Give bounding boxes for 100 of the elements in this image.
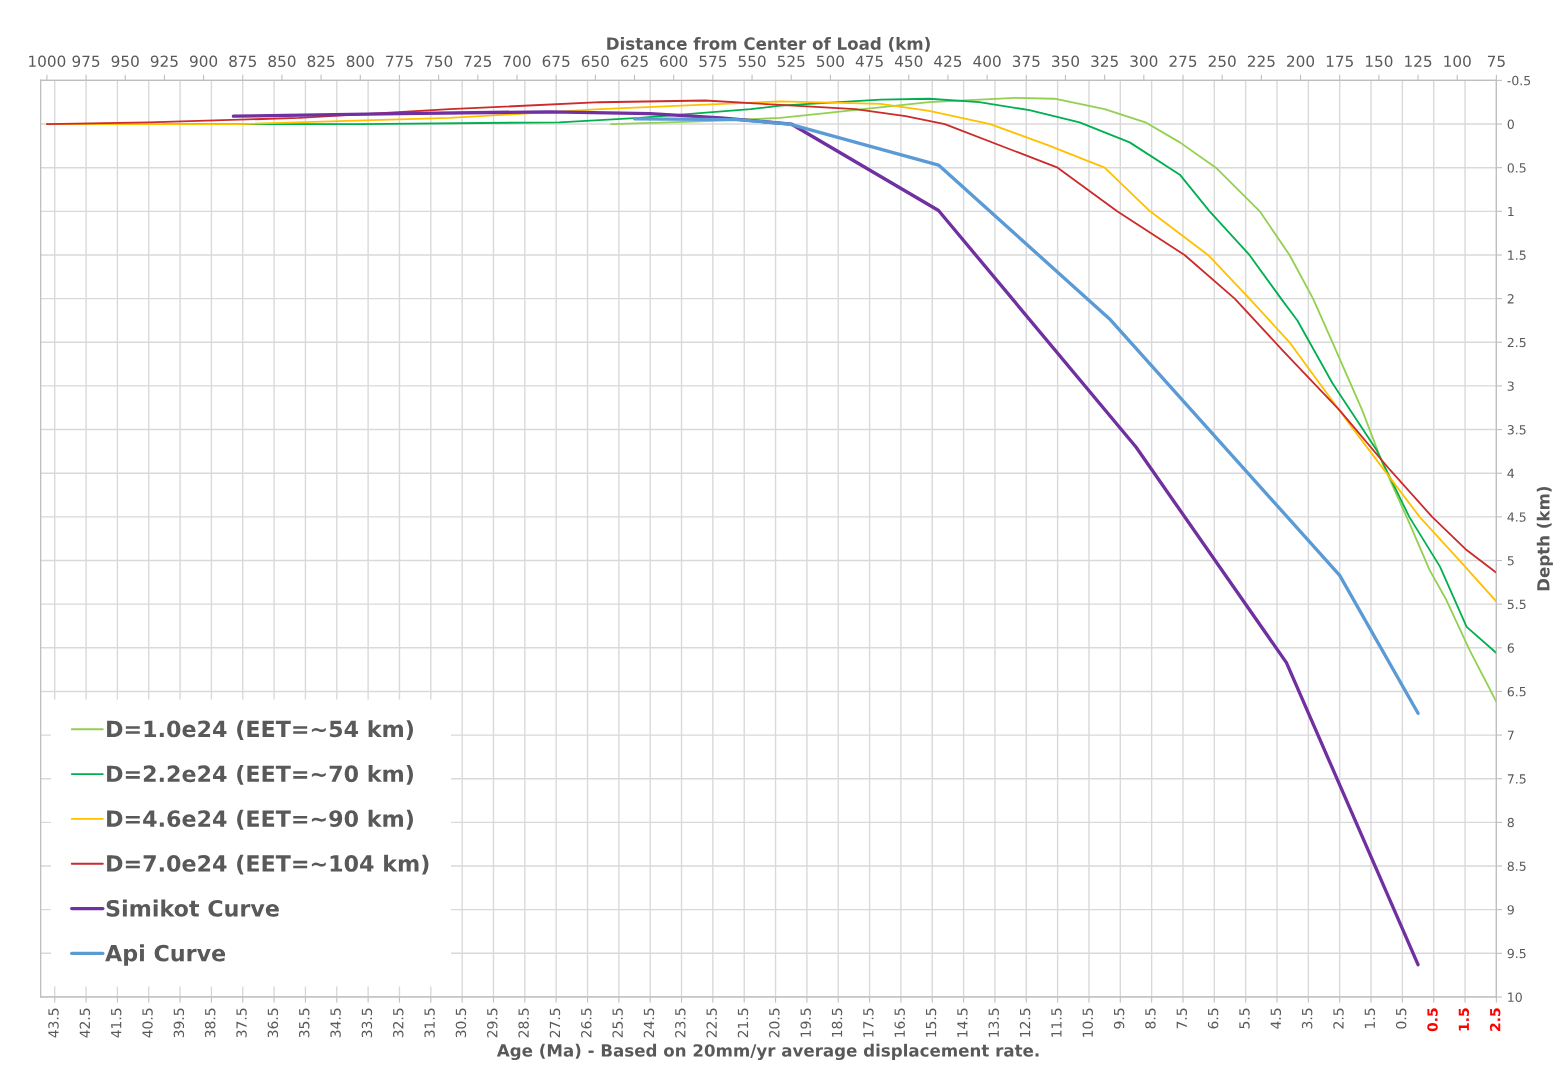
x2-tick-label: 350 (1052, 55, 1080, 68)
x-tick-label: 37.5 (236, 1008, 247, 1038)
x2-tick-label: 650 (581, 55, 609, 68)
x2-tick-label: 150 (1365, 55, 1393, 68)
y-tick-label: 4 (1507, 468, 1515, 478)
x-tick-label: 41.5 (111, 1008, 122, 1038)
x-tick-label: 0.5 (1427, 1008, 1438, 1032)
y-tick-label: 10 (1508, 992, 1522, 1002)
x-tick-label: 39.5 (173, 1008, 185, 1038)
legend-label: D=2.2e24 (EET=~70 km) (107, 764, 413, 785)
x2-axis-title: Distance from Center of Load (km) (607, 36, 930, 52)
y-tick-label: 8 (1507, 817, 1514, 828)
x2-tick-label: 525 (777, 55, 805, 68)
y-tick-label: 7 (1507, 730, 1514, 740)
x-tick-label: 11.5 (1051, 1008, 1062, 1037)
x2-tick-label: 925 (150, 55, 178, 68)
legend-label: Simikot Curve (106, 899, 279, 917)
x-tick-label: 8.5 (1145, 1008, 1156, 1029)
x2-tick-label: 300 (1130, 55, 1158, 68)
y-axis-title: Depth (km) (1536, 486, 1553, 591)
x-tick-label: 21.5 (737, 1008, 749, 1038)
x-tick-label: 32.5 (392, 1008, 404, 1038)
y-tick-label: 3 (1507, 381, 1514, 391)
x-tick-label: 16.5 (894, 1008, 905, 1037)
x-tick-label: 30.5 (455, 1008, 467, 1038)
x2-tick-label: 975 (72, 55, 100, 68)
x-tick-label: 33.5 (361, 1008, 373, 1038)
x-tick-label: 27.5 (549, 1008, 561, 1038)
x-tick-label: 20.5 (769, 1008, 780, 1038)
x-tick-label: 42.5 (79, 1008, 91, 1038)
x2-tick-label: 275 (1169, 55, 1197, 68)
x-tick-label: 28.5 (518, 1008, 529, 1038)
y-tick-label: 2.5 (1507, 337, 1526, 348)
x-tick-label: 17.5 (863, 1008, 874, 1037)
x2-tick-label: 75 (1487, 55, 1505, 68)
x2-tick-label: 375 (1012, 55, 1040, 68)
legend-label: D=4.6e24 (EET=~90 km) (107, 809, 413, 830)
x2-tick-label: 1000 (29, 55, 66, 68)
x2-tick-label: 950 (111, 55, 139, 68)
x2-tick-label: 875 (229, 55, 257, 68)
x2-tick-label: 400 (973, 55, 1001, 68)
x-axis-title: Age (Ma) - Based on 20mm/yr average displacement rate. (496, 1043, 1039, 1061)
x-tick-label: 3.5 (1301, 1008, 1313, 1029)
x-tick-label: 7.5 (1176, 1008, 1188, 1029)
x-tick-label: 18.5 (831, 1008, 843, 1037)
y-tick-label: 1.5 (1508, 250, 1526, 260)
x-tick-label: 26.5 (581, 1008, 592, 1038)
y-tick-label: 6.5 (1507, 686, 1526, 697)
x2-tick-label: 725 (464, 55, 492, 68)
x2-tick-label: 425 (934, 55, 962, 68)
x2-tick-label: 775 (386, 55, 413, 68)
x-tick-label: 19.5 (800, 1008, 811, 1037)
x2-tick-label: 250 (1208, 55, 1236, 68)
x-tick-label: 36.5 (267, 1008, 279, 1038)
x2-tick-label: 850 (268, 55, 296, 68)
x-tick-label: 22.5 (706, 1008, 717, 1038)
y-tick-label: 0.5 (1507, 163, 1526, 173)
x2-tick-label: 575 (699, 55, 727, 68)
y-tick-label: 9 (1507, 905, 1514, 915)
x2-tick-label: 825 (307, 55, 335, 68)
y-tick-label: 9.5 (1507, 948, 1526, 959)
line-series (610, 96, 1497, 703)
x-tick-label: 13.5 (988, 1008, 999, 1037)
y-tick-label: 0 (1507, 119, 1514, 129)
x2-tick-label: 200 (1287, 55, 1315, 68)
y-tick-label: 7.5 (1507, 774, 1526, 784)
y-tick-label: 5.5 (1507, 599, 1526, 610)
y-tick-label: 4.5 (1507, 512, 1526, 522)
y-tick-label: 5 (1507, 556, 1514, 566)
x-tick-label: 31.5 (424, 1008, 435, 1038)
x-tick-label: 23.5 (675, 1008, 686, 1038)
y-tick-label: 6 (1507, 643, 1514, 653)
line-series (632, 117, 1420, 715)
legend-label: D=7.0e24 (EET=~104 km) (107, 854, 429, 875)
legend-label: Api Curve (105, 944, 226, 966)
y-tick-label: 2 (1507, 294, 1514, 304)
legend-label: D=1.0e24 (EET=~54 km) (107, 720, 413, 740)
x2-tick-label: 450 (894, 55, 923, 68)
y-tick-label: 3.5 (1507, 425, 1526, 435)
x2-tick-label: 750 (425, 55, 453, 68)
x-tick-label: 10.5 (1082, 1008, 1093, 1037)
x-tick-label: 0.5 (1395, 1008, 1407, 1029)
x-tick-label: 4.5 (1270, 1008, 1282, 1029)
x-tick-label: 34.5 (330, 1008, 341, 1038)
x-tick-label: 35.5 (298, 1008, 310, 1038)
x2-tick-label: 475 (855, 55, 883, 68)
x-tick-label: 6.5 (1207, 1008, 1219, 1029)
x2-tick-label: 900 (189, 55, 218, 68)
x-tick-label: 24.5 (643, 1008, 655, 1038)
x-tick-label: 29.5 (487, 1008, 498, 1038)
x-tick-label: 9.5 (1113, 1008, 1125, 1029)
x2-tick-label: 550 (738, 55, 766, 68)
x-tick-label: 14.5 (957, 1008, 968, 1037)
x2-tick-label: 100 (1444, 55, 1471, 68)
x-tick-label: 15.5 (925, 1008, 937, 1037)
x2-tick-label: 800 (346, 55, 374, 68)
x-tick-label: 40.5 (142, 1008, 153, 1038)
x2-tick-label: 600 (660, 55, 688, 68)
y-tick-label: 1 (1508, 206, 1514, 217)
x-tick-label: 12.5 (1019, 1008, 1031, 1037)
